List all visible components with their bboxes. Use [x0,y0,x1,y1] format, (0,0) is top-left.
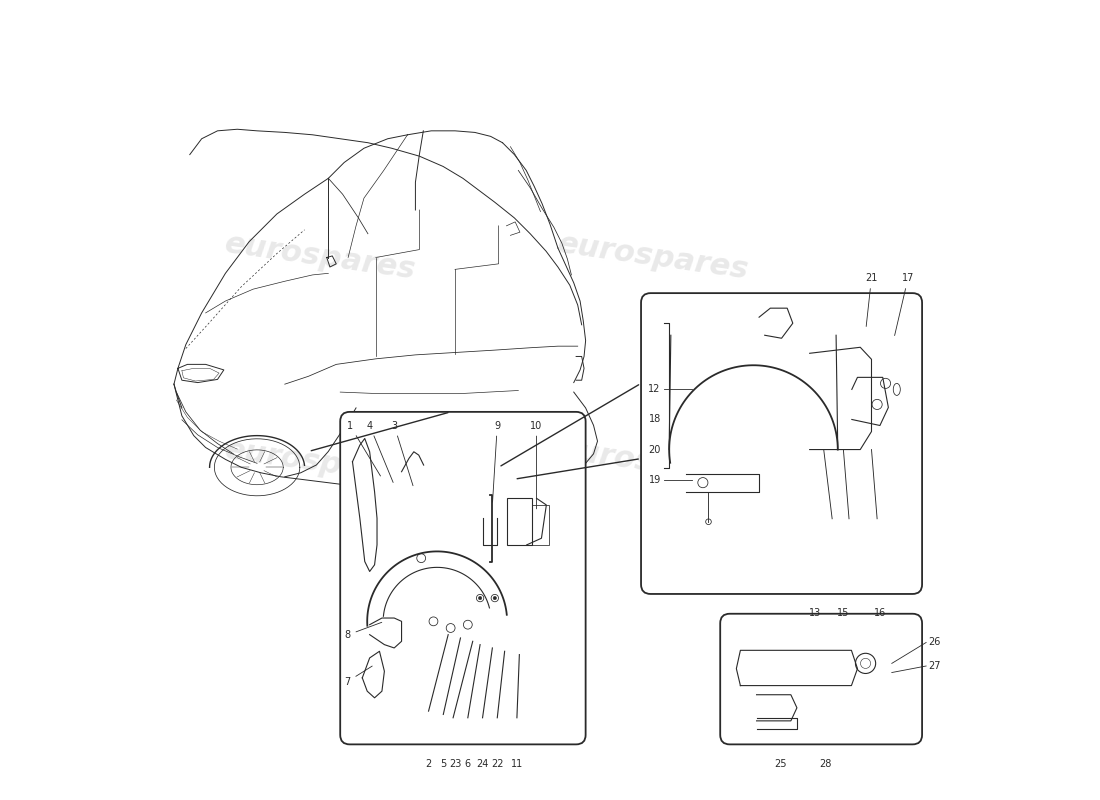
Text: 16: 16 [873,608,887,618]
Text: eurospares: eurospares [223,230,418,286]
Text: 4: 4 [366,421,393,482]
Polygon shape [663,323,669,468]
Text: 26: 26 [928,638,940,647]
FancyBboxPatch shape [720,614,922,744]
Text: 7: 7 [344,666,372,686]
Text: eurospares: eurospares [556,435,750,491]
Text: 28: 28 [820,758,832,769]
Circle shape [478,596,482,600]
Text: 12: 12 [648,384,661,394]
Text: 10: 10 [530,421,542,509]
Polygon shape [736,650,858,686]
FancyBboxPatch shape [641,293,922,594]
Text: 21: 21 [866,273,878,326]
Text: 1: 1 [346,421,381,476]
Text: 15: 15 [837,608,849,618]
FancyBboxPatch shape [340,412,585,744]
Text: 20: 20 [648,445,661,454]
Text: eurospares: eurospares [556,230,750,286]
Text: 3: 3 [392,421,412,486]
Text: 8: 8 [344,622,382,640]
Text: eurospares: eurospares [223,435,418,491]
Text: 6: 6 [465,758,471,769]
Text: 27: 27 [928,661,940,671]
Bar [531,505,549,545]
Text: 11: 11 [510,758,522,769]
Text: 13: 13 [810,608,822,618]
Bar [507,498,531,545]
Polygon shape [851,378,889,426]
Text: 25: 25 [774,758,786,769]
Text: 5: 5 [440,758,447,769]
Text: 22: 22 [491,758,504,769]
Text: 23: 23 [450,758,462,769]
Text: 24: 24 [476,758,488,769]
Text: 2: 2 [426,758,431,769]
Circle shape [493,596,496,600]
Polygon shape [810,347,871,450]
Text: 9: 9 [493,421,500,502]
Text: 19: 19 [649,474,661,485]
Text: 18: 18 [649,414,661,425]
Text: 17: 17 [894,273,914,335]
